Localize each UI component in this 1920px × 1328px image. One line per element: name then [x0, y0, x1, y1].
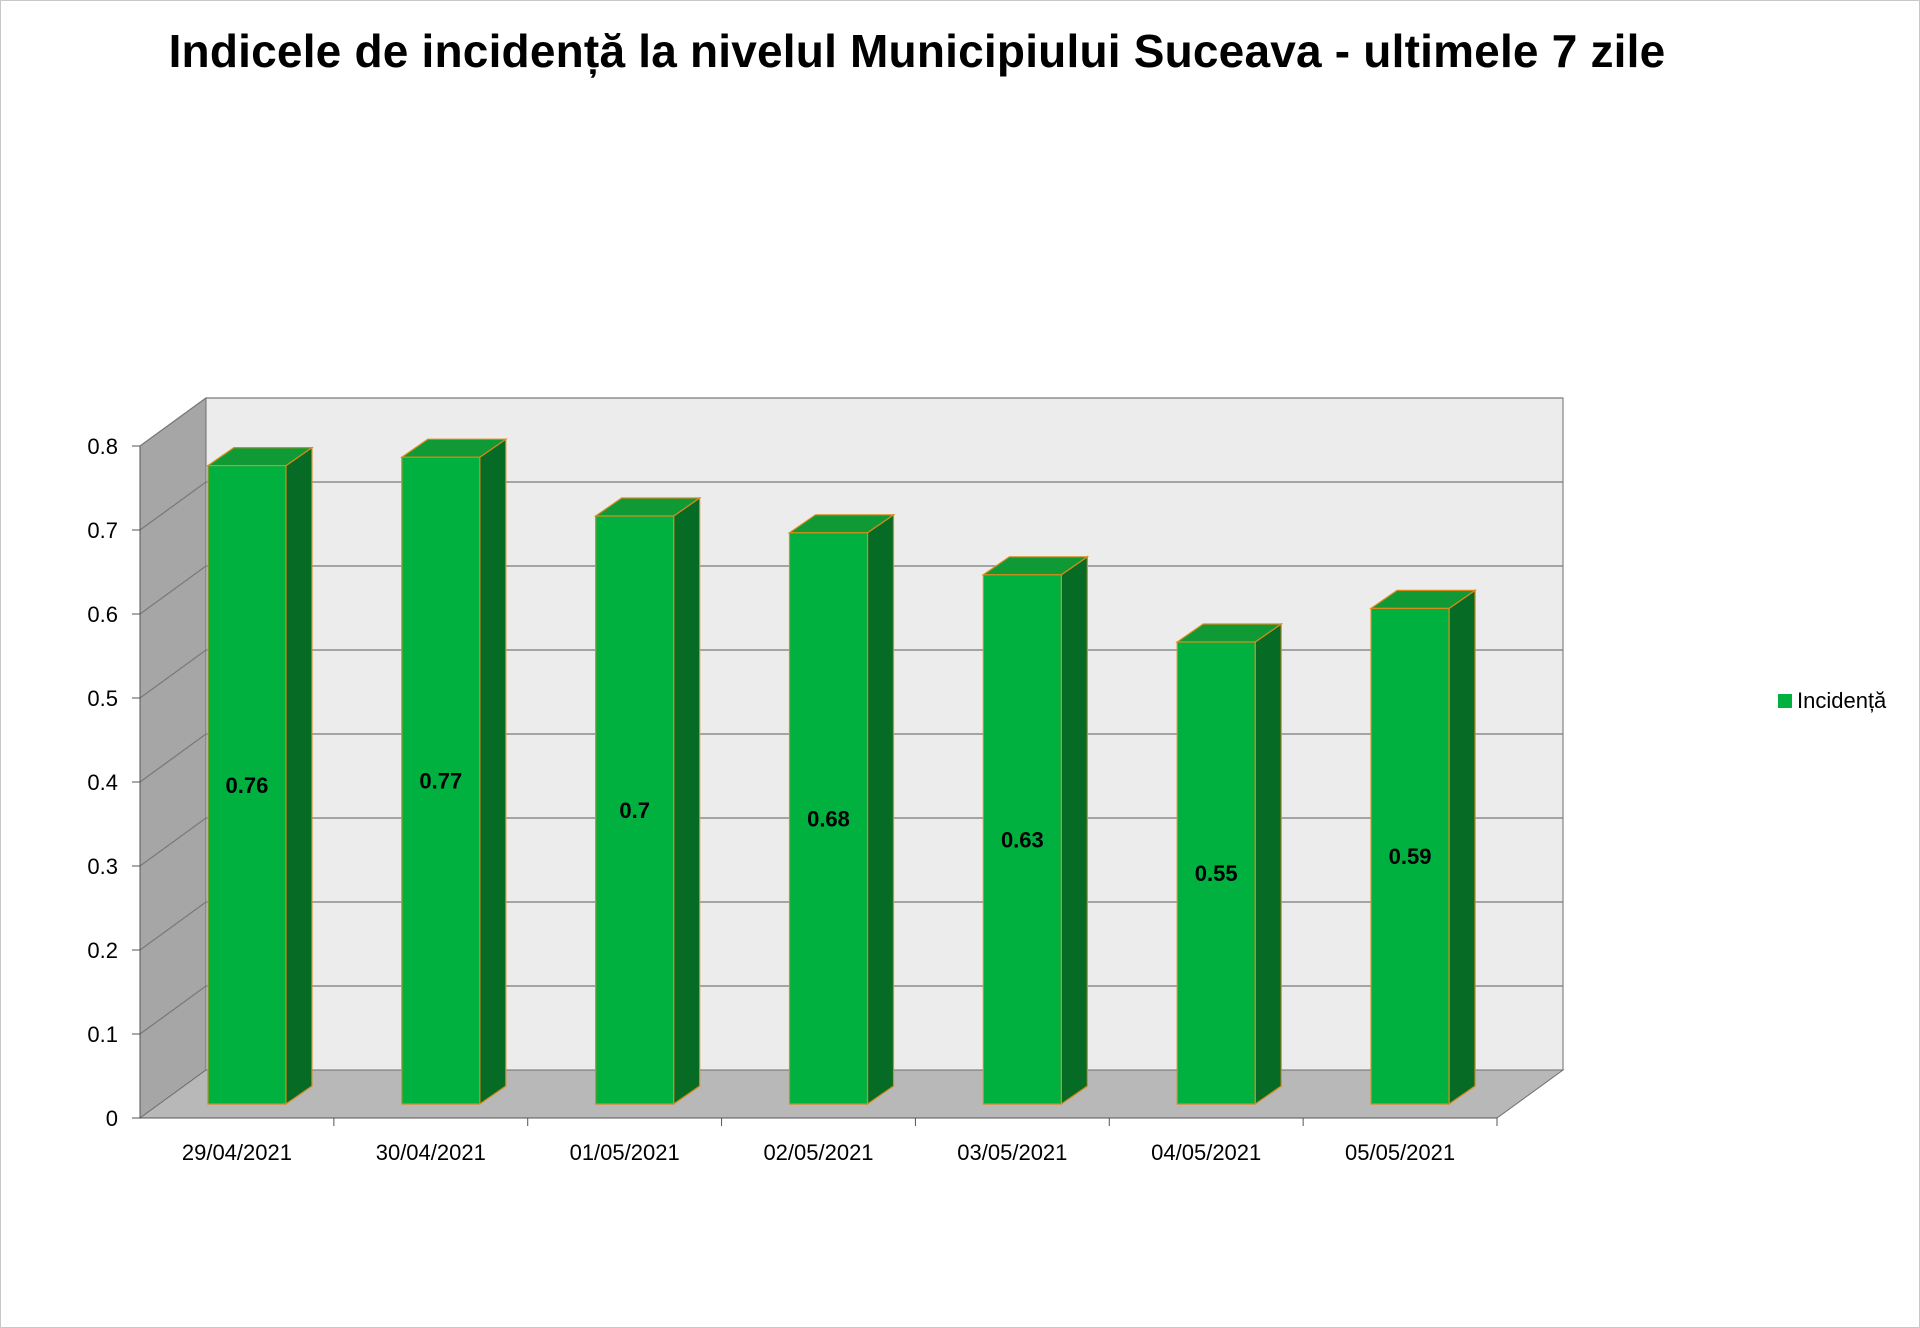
bar: [982, 574, 1062, 1105]
data-label: 0.7: [619, 798, 650, 823]
data-label: 0.63: [1001, 827, 1044, 852]
bar-side: [479, 438, 507, 1106]
legend-swatch: [1778, 694, 1792, 708]
y-tick-label: 0.7: [87, 518, 118, 543]
bar: [1370, 607, 1450, 1105]
x-tick-label: 01/05/2021: [570, 1140, 680, 1165]
gridline-side: [139, 565, 207, 615]
y-tick-label: 0: [106, 1106, 118, 1131]
x-tick-label: 04/05/2021: [1151, 1140, 1261, 1165]
bar-side: [1254, 622, 1282, 1106]
y-tick-label: 0.3: [87, 854, 118, 879]
chart-title: Indicele de incidență la nivelul Municip…: [168, 25, 1666, 77]
y-tick-label: 0.1: [87, 1022, 118, 1047]
gridline-side: [139, 901, 207, 951]
gridline-side: [139, 481, 207, 531]
bar-side: [866, 513, 895, 1106]
x-tick-label: 03/05/2021: [957, 1140, 1067, 1165]
x-tick-label: 05/05/2021: [1345, 1140, 1455, 1165]
x-tick-label: 30/04/2021: [376, 1140, 486, 1165]
legend-label: Incidență: [1797, 688, 1887, 713]
bar: [401, 456, 481, 1105]
y-tick-label: 0.4: [87, 770, 118, 795]
bar: [207, 465, 287, 1105]
y-tick-label: 0.8: [87, 434, 118, 459]
data-label: 0.76: [226, 773, 269, 798]
y-tick-label: 0.5: [87, 686, 118, 711]
y-tick-label: 0.2: [87, 938, 118, 963]
bar-side: [673, 496, 701, 1106]
bar: [595, 515, 675, 1105]
y-tick-label: 0.6: [87, 602, 118, 627]
bar: [788, 532, 869, 1105]
x-tick-label: 02/05/2021: [763, 1140, 873, 1165]
gridline-side: [139, 817, 207, 867]
data-label: 0.55: [1195, 861, 1238, 886]
gridline-side: [139, 397, 207, 447]
gridline-side: [139, 649, 207, 699]
data-label: 0.59: [1389, 844, 1432, 869]
bar-side: [1448, 589, 1476, 1106]
data-label: 0.77: [419, 769, 462, 794]
gridline-side: [139, 985, 207, 1035]
bar-side: [285, 446, 313, 1106]
gridline-side: [139, 733, 207, 783]
bar: [1176, 641, 1256, 1105]
bars: 0.76 0.77 0.7 0.68 0.63 0.55 0.59: [206, 438, 1477, 1106]
data-label: 0.68: [807, 806, 850, 831]
legend: Incidență: [1778, 688, 1886, 714]
axes: 0 0.1 0.2 0.3 0.4 0.5 0.6 0.7 0.8 29/04/2021 30/04…: [87, 434, 1498, 1165]
x-tick-label: 29/04/2021: [182, 1140, 292, 1165]
bar-side: [1060, 555, 1088, 1106]
